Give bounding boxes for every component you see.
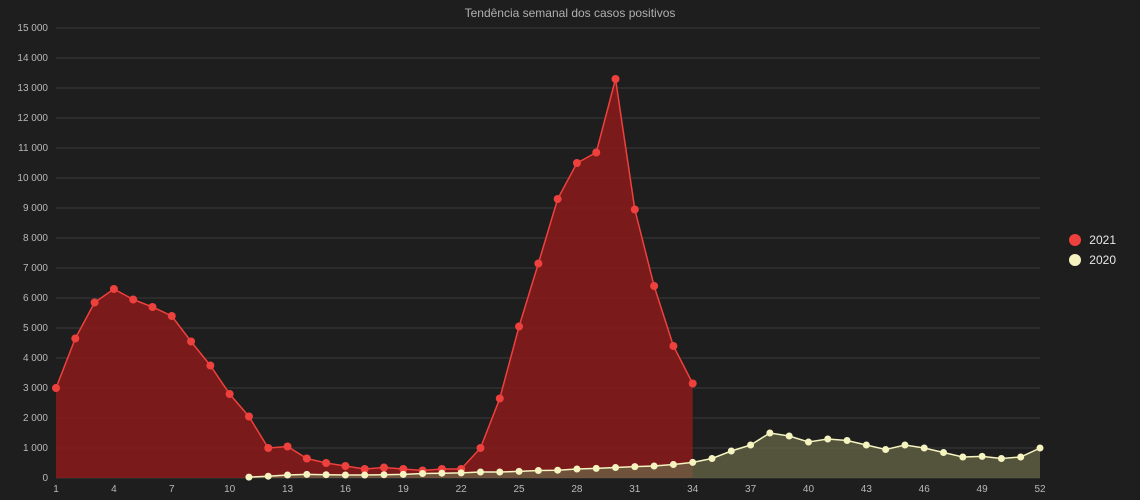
legend-dot-2021: [1069, 234, 1081, 246]
svg-text:10: 10: [224, 484, 236, 495]
svg-text:7 000: 7 000: [23, 263, 48, 274]
legend: 2021 2020: [1069, 227, 1116, 273]
svg-text:16: 16: [340, 484, 352, 495]
legend-label-2020: 2020: [1089, 253, 1116, 267]
svg-text:2 000: 2 000: [23, 413, 48, 424]
legend-dot-2020: [1069, 254, 1081, 266]
svg-text:28: 28: [571, 484, 583, 495]
legend-label-2021: 2021: [1089, 233, 1116, 247]
svg-text:8 000: 8 000: [23, 233, 48, 244]
svg-text:19: 19: [398, 484, 410, 495]
svg-text:12 000: 12 000: [17, 113, 48, 124]
legend-item-2021: 2021: [1069, 233, 1116, 247]
svg-text:40: 40: [803, 484, 815, 495]
svg-text:4 000: 4 000: [23, 353, 48, 364]
svg-text:6 000: 6 000: [23, 293, 48, 304]
svg-text:10 000: 10 000: [17, 173, 48, 184]
svg-text:13 000: 13 000: [17, 83, 48, 94]
svg-text:11 000: 11 000: [18, 143, 48, 154]
svg-text:0: 0: [42, 473, 48, 484]
svg-text:31: 31: [629, 484, 641, 495]
svg-text:7: 7: [169, 484, 175, 495]
svg-text:49: 49: [977, 484, 989, 495]
svg-text:5 000: 5 000: [23, 323, 48, 334]
svg-text:14 000: 14 000: [17, 53, 48, 64]
svg-text:1: 1: [53, 484, 59, 495]
svg-text:1 000: 1 000: [23, 443, 48, 454]
chart-container: Tendência semanal dos casos positivos 01…: [0, 0, 1140, 500]
chart-svg: 0 1 000 2 000 3 000 4 000 5 000 6 000 7 000 8 00…: [0, 0, 1140, 500]
svg-text:43: 43: [861, 484, 873, 495]
svg-text:13: 13: [282, 484, 294, 495]
svg-text:37: 37: [745, 484, 757, 495]
svg-text:4: 4: [111, 484, 117, 495]
svg-text:22: 22: [456, 484, 468, 495]
svg-text:52: 52: [1034, 484, 1046, 495]
svg-text:25: 25: [513, 484, 525, 495]
legend-item-2020: 2020: [1069, 253, 1116, 267]
svg-text:15 000: 15 000: [17, 23, 48, 34]
svg-text:9 000: 9 000: [23, 203, 48, 214]
svg-text:46: 46: [919, 484, 931, 495]
svg-text:34: 34: [687, 484, 699, 495]
svg-text:3 000: 3 000: [23, 383, 48, 394]
